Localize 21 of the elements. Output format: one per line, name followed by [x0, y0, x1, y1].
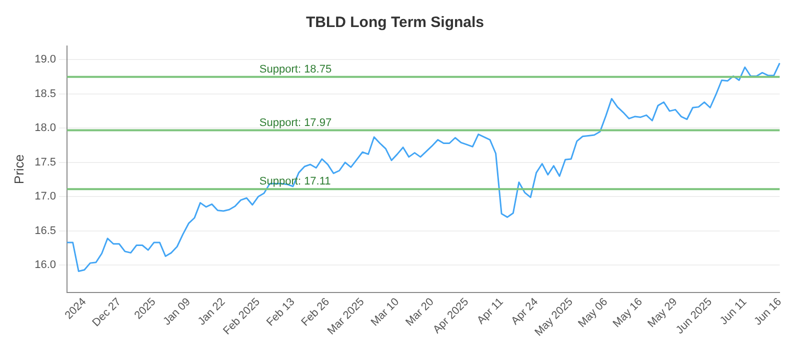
y-axis-title: Price — [11, 154, 26, 184]
y-tick-label: 17.5 — [34, 156, 56, 168]
x-tick-label: Jan 09 — [161, 296, 193, 328]
x-tick-label: May 06 — [576, 296, 610, 330]
x-tick-label: May 16 — [610, 296, 645, 330]
y-tick-label: 18.0 — [34, 122, 56, 134]
x-tick-label: Apr 11 — [474, 296, 506, 327]
x-tick-label: Dec 27 — [90, 296, 124, 330]
x-tick-label: Mar 10 — [368, 296, 402, 329]
x-tick-label: Feb 13 — [264, 296, 298, 329]
x-tick-label: Jun 16 — [752, 296, 784, 328]
ref-line-label: Support: 18.75 — [259, 63, 332, 76]
y-tick-label: 16.0 — [34, 259, 56, 272]
y-tick-label: 19.0 — [34, 54, 56, 66]
x-tick-label: Jun 11 — [718, 296, 750, 328]
chart-title: TBLD Long Term Signals — [306, 14, 484, 32]
y-tick-label: 16.5 — [34, 224, 56, 237]
x-tick-label: Feb 26 — [299, 296, 332, 329]
y-tick-label: 18.5 — [34, 88, 56, 100]
y-tick-label: 17.0 — [34, 190, 56, 203]
ref-line-label: Support: 17.97 — [259, 116, 332, 129]
